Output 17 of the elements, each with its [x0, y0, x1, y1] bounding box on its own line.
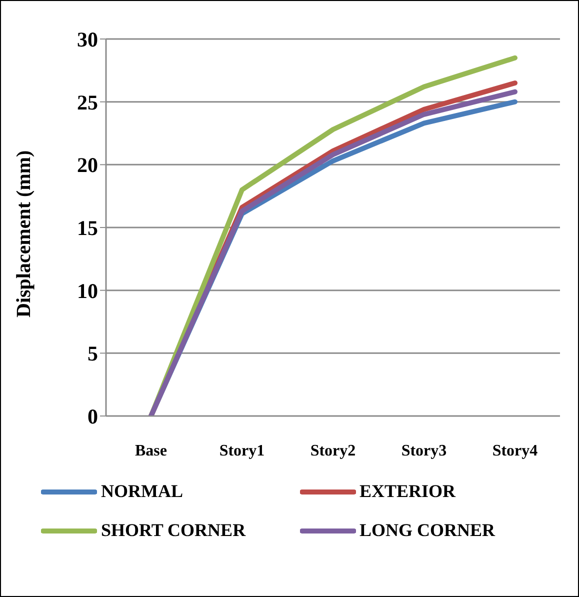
- legend-label: NORMAL: [101, 481, 183, 502]
- legend-label: SHORT CORNER: [101, 520, 246, 541]
- y-tick-label: 5: [88, 342, 98, 366]
- legend-label: EXTERIOR: [360, 481, 456, 502]
- y-axis-title: Displacement (mm): [13, 150, 36, 318]
- y-tick-label: 10: [77, 278, 98, 303]
- x-tick-label: Story4: [492, 442, 538, 460]
- y-tick-label: 25: [77, 90, 98, 114]
- y-tick-label: 30: [77, 27, 98, 52]
- legend-label: LONG CORNER: [360, 520, 496, 541]
- y-tick-label: 0: [88, 404, 98, 428]
- y-tick-label: 15: [77, 216, 98, 240]
- x-tick-label: Story2: [310, 442, 356, 460]
- x-tick-label: Story3: [401, 442, 447, 460]
- x-tick-label: Story1: [219, 442, 265, 460]
- x-tick-label: Base: [135, 442, 167, 460]
- y-tick-label: 20: [77, 153, 98, 178]
